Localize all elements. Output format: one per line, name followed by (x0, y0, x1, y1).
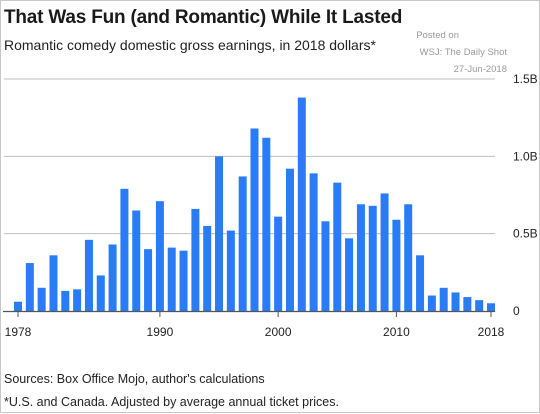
y-tick-label: 0.5B (513, 227, 538, 241)
bar-1985 (96, 275, 105, 311)
bar-1995 (215, 156, 224, 311)
y-tick-label: 0 (513, 304, 520, 318)
bar-2014 (439, 287, 448, 311)
bar-1990 (155, 201, 164, 311)
bar-1981 (49, 255, 58, 311)
x-tick-label: 1978 (5, 325, 32, 339)
chart-title: That Was Fun (and Romantic) While It Las… (4, 7, 403, 28)
bar-2015 (451, 292, 460, 311)
bar-1978 (14, 301, 22, 311)
x-tick-label: 1990 (147, 325, 174, 339)
bar-1999 (262, 137, 271, 311)
bar-2005 (333, 182, 342, 311)
bar-1984 (84, 239, 93, 311)
bar-1996 (226, 230, 235, 311)
watermark-source: WSJ: The Daily Shot (419, 47, 507, 58)
bar-2001 (285, 168, 294, 311)
x-tick-label: 2010 (383, 325, 410, 339)
bar-1983 (73, 289, 82, 311)
bar-2009 (380, 193, 389, 311)
watermark-posted-on: Posted on (416, 30, 459, 41)
axes: 0 0.5B 1.0B 1.5B 1978 1990 2000 2010 2018 (3, 72, 538, 339)
bars (14, 97, 495, 311)
bar-1997 (238, 176, 247, 311)
bar-1986 (108, 244, 117, 311)
x-tick-label: 2018 (478, 325, 505, 339)
chart-subtitle: Romantic comedy domestic gross earnings,… (4, 37, 376, 53)
bar-1988 (132, 210, 141, 311)
bar-1989 (144, 249, 153, 311)
bar-2018 (487, 303, 495, 311)
bar-2000 (274, 216, 283, 311)
bar-1991 (167, 247, 176, 311)
bar-1982 (61, 290, 70, 311)
bar-2011 (404, 204, 413, 311)
bar-2013 (427, 295, 436, 311)
bar-2003 (309, 173, 318, 311)
sources-note: Sources: Box Office Mojo, author's calcu… (4, 372, 265, 386)
bar-2016 (463, 297, 472, 311)
watermark: Posted on WSJ: The Daily Shot 27-Jun-201… (397, 27, 507, 78)
bar-2012 (416, 255, 425, 311)
bar-1992 (179, 250, 188, 311)
bar-1987 (120, 188, 129, 311)
gridlines (4, 78, 495, 235)
bar-2010 (392, 219, 401, 311)
x-tick-label: 2000 (265, 325, 292, 339)
y-tick-label: 1.5B (513, 72, 538, 86)
bar-2004 (321, 221, 330, 311)
bar-2008 (368, 205, 377, 311)
bar-1998 (250, 128, 259, 311)
bar-1994 (203, 225, 212, 311)
bar-2017 (475, 300, 484, 311)
bar-1993 (191, 208, 200, 311)
bar-1979 (25, 263, 34, 311)
bar-2002 (297, 97, 306, 311)
watermark-date: 27-Jun-2018 (453, 64, 507, 75)
bar-2007 (356, 204, 365, 311)
y-tick-label: 1.0B (513, 149, 538, 163)
bar-2006 (345, 238, 354, 311)
bar-1980 (37, 287, 46, 311)
footnote: *U.S. and Canada. Adjusted by average an… (4, 395, 339, 409)
